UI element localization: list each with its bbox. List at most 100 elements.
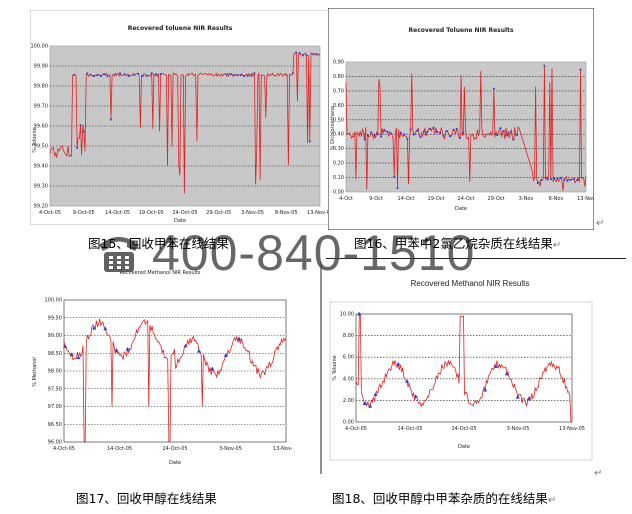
data-point xyxy=(295,51,298,54)
data-point xyxy=(155,73,158,76)
data-point xyxy=(409,128,412,131)
data-point xyxy=(240,74,242,76)
data-point xyxy=(368,404,373,408)
divider-line xyxy=(326,258,626,259)
x-tick-label: 4-Oct xyxy=(339,196,353,202)
data-point xyxy=(509,131,512,134)
x-tick-label: 14-Oct xyxy=(398,196,415,202)
x-tick-label: 13-Nov xyxy=(577,196,594,202)
x-tick-label: 24-Oct-05 xyxy=(451,426,476,432)
data-point xyxy=(536,181,539,184)
y-tick-label: 97.50 xyxy=(48,386,62,392)
data-point xyxy=(493,87,495,90)
data-point xyxy=(376,133,379,136)
data-point xyxy=(141,75,144,78)
y-tick-label: 0.10 xyxy=(333,175,344,181)
data-point xyxy=(226,73,229,76)
data-point xyxy=(183,343,188,348)
y-axis-label: % Dichloroethane xyxy=(330,106,336,150)
data-point xyxy=(103,326,108,331)
data-point xyxy=(237,336,242,341)
data-point xyxy=(386,130,389,133)
x-tick-label: 29-Oct-05 xyxy=(206,210,231,216)
data-point xyxy=(502,130,505,133)
x-tick-label: 14-Oct-05 xyxy=(105,210,130,216)
y-axis-label: % Methanol xyxy=(32,357,38,387)
x-tick-label: 13-Nov-05 xyxy=(273,446,292,452)
data-point xyxy=(442,134,445,137)
data-point xyxy=(223,353,228,357)
data-point xyxy=(373,133,376,136)
y-tick-label: 0.40 xyxy=(333,132,344,138)
data-point xyxy=(357,311,362,316)
chart-title: Recovered Toluene NIR Results xyxy=(409,27,514,34)
data-point xyxy=(196,348,201,353)
data-point xyxy=(403,133,405,136)
y-axis-label: % Toluene xyxy=(32,127,38,152)
y-tick-label: 100.00 xyxy=(31,44,49,50)
series-line xyxy=(63,318,287,443)
x-tick-label: 4-Oct-05 xyxy=(53,446,75,452)
y-tick-label: 0.00 xyxy=(333,190,344,196)
data-point xyxy=(159,73,162,76)
data-point xyxy=(298,52,301,55)
data-point xyxy=(393,175,396,178)
y-tick-label: 99.30 xyxy=(34,184,48,190)
data-point xyxy=(69,352,74,357)
y-tick-label: 99.50 xyxy=(48,315,62,321)
data-point xyxy=(504,371,509,376)
x-tick-label: 24-Oct xyxy=(458,196,475,202)
y-tick-label: 0.00 xyxy=(343,420,354,426)
data-point xyxy=(462,132,465,134)
caption-fig17: 图17、回收甲醇在线结果 xyxy=(76,488,217,507)
x-tick-label: 14-Oct-05 xyxy=(107,446,132,452)
x-tick-label: 9-Oct xyxy=(369,196,383,202)
data-point xyxy=(449,135,452,138)
y-tick-label: 99.40 xyxy=(34,164,48,170)
watermark: 400-840-1510 xyxy=(96,228,475,278)
chart-fig18: Recovered Methanol NIR Results % Toluene… xyxy=(320,262,593,474)
data-point xyxy=(125,346,130,351)
data-point xyxy=(243,75,246,77)
data-point xyxy=(559,176,562,179)
data-point xyxy=(422,130,425,133)
series-line xyxy=(345,65,587,191)
data-point xyxy=(419,136,422,138)
data-point xyxy=(370,131,373,134)
data-point xyxy=(103,73,106,76)
data-point xyxy=(72,74,75,77)
data-point xyxy=(367,134,369,137)
data-point xyxy=(233,74,236,77)
data-point xyxy=(253,72,256,75)
y-tick-label: 99.50 xyxy=(34,144,48,150)
y-tick-label: 0.30 xyxy=(333,146,344,152)
data-point xyxy=(137,72,140,75)
y-tick-label: 100.00 xyxy=(45,298,63,304)
data-point xyxy=(380,135,382,138)
data-point xyxy=(540,179,542,182)
y-tick-label: 96.50 xyxy=(48,422,62,428)
data-point xyxy=(114,347,119,352)
caption-text: 图15、回收甲苯在线结果 xyxy=(88,236,229,251)
data-point xyxy=(236,74,239,77)
data-point xyxy=(515,394,520,399)
data-point xyxy=(455,127,458,130)
data-point xyxy=(76,146,79,149)
x-tick-label: 3-Nov-05 xyxy=(507,426,530,432)
paragraph-mark: ↵ xyxy=(596,218,605,229)
data-point xyxy=(79,124,82,127)
data-point xyxy=(114,73,117,76)
caption-text: 图16、甲苯中2氯乙烷杂质在线结果 xyxy=(354,236,553,251)
series-line xyxy=(49,51,321,194)
y-tick-label: 97.00 xyxy=(48,404,62,410)
y-tick-label: 6.00 xyxy=(343,355,354,361)
data-point xyxy=(426,131,428,133)
data-point xyxy=(396,187,399,189)
data-point xyxy=(308,140,311,143)
data-point xyxy=(579,68,582,71)
data-point xyxy=(432,126,435,129)
y-tick-label: 0.60 xyxy=(333,103,344,109)
data-point xyxy=(494,364,499,368)
series-line xyxy=(355,313,572,423)
data-point xyxy=(483,387,488,392)
